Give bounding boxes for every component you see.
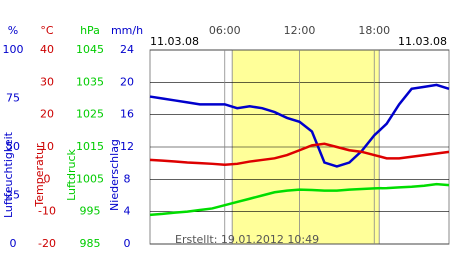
y-tick-label: 75 bbox=[6, 92, 20, 105]
y-tick-label: 100 bbox=[3, 43, 24, 56]
x-tick-label: 12:00 bbox=[284, 24, 316, 37]
axis-title: Niederschlag bbox=[108, 139, 121, 211]
x-tick-label: 18:00 bbox=[358, 24, 390, 37]
y-tick-label: 4 bbox=[124, 205, 131, 218]
y-tick-label: 12 bbox=[120, 140, 134, 153]
y-tick-label: 24 bbox=[120, 43, 134, 56]
y-tick-label: 8 bbox=[124, 172, 131, 185]
y-tick-label: 40 bbox=[40, 43, 54, 56]
series-line bbox=[149, 83, 450, 168]
series-line bbox=[149, 142, 450, 167]
y-tick-label: 1015 bbox=[76, 140, 104, 153]
y-tick-label: 1035 bbox=[76, 75, 104, 88]
y-tick-label: -10 bbox=[38, 205, 56, 218]
y-tick-label: 30 bbox=[40, 75, 54, 88]
y-tick-label: 16 bbox=[120, 108, 134, 121]
y-tick-label: 50 bbox=[6, 140, 20, 153]
y-tick-label: 20 bbox=[40, 108, 54, 121]
axis-unit: °C bbox=[40, 24, 54, 37]
y-tick-label: 20 bbox=[120, 75, 134, 88]
y-tick-label: 25 bbox=[6, 189, 20, 202]
y-tick-label: 0 bbox=[44, 172, 51, 185]
y-tick-label: 0 bbox=[10, 237, 17, 250]
axis-unit: % bbox=[8, 24, 18, 37]
y-tick-label: 985 bbox=[80, 237, 101, 250]
axis-title: Luftfeuchtigkeit bbox=[2, 131, 15, 218]
created-note: Erstellt: 19.01.2012 10:49 bbox=[175, 233, 319, 246]
y-tick-label: 1005 bbox=[76, 172, 104, 185]
x-tick-label: 06:00 bbox=[209, 24, 241, 37]
axis-title: Luftdruck bbox=[65, 148, 78, 200]
y-tick-label: 0 bbox=[124, 237, 131, 250]
y-tick-label: 995 bbox=[80, 205, 101, 218]
y-tick-label: 1025 bbox=[76, 108, 104, 121]
date-end: 11.03.08 bbox=[398, 35, 447, 48]
date-start: 11.03.08 bbox=[150, 35, 199, 48]
y-tick-label: 10 bbox=[40, 140, 54, 153]
y-tick-label: -20 bbox=[38, 237, 56, 250]
axis-title: Temperatur bbox=[33, 143, 46, 208]
axis-unit: hPa bbox=[80, 24, 100, 37]
series-line bbox=[149, 182, 450, 217]
y-tick-label: 1045 bbox=[76, 43, 104, 56]
axis-unit: mm/h bbox=[111, 24, 143, 37]
